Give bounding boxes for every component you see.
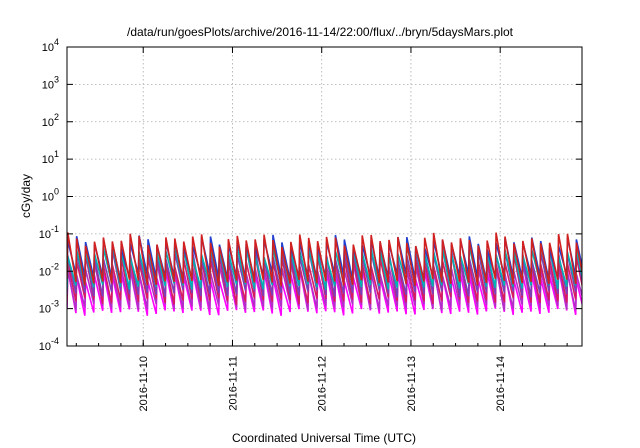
x-tick-label: 2016-11-12 [317, 356, 329, 411]
y-tick-label: 10-4 [39, 336, 59, 353]
y-tick-label: 10-1 [39, 224, 59, 241]
y-tick-label: 10-3 [39, 299, 59, 316]
x-tick-label: 2016-11-14 [495, 356, 507, 411]
series-line [67, 260, 582, 311]
y-tick-exponent: -4 [51, 336, 59, 346]
y-tick-exponent: 1 [54, 149, 59, 159]
y-tick-base: 10 [39, 304, 51, 316]
x-axis: 2016-11-10 2016-11-11 2016-11-12 2016-11-13… [75, 47, 568, 411]
y-tick-base: 10 [42, 117, 54, 129]
y-tick-exponent: 0 [54, 187, 59, 197]
y-tick-label: 104 [42, 37, 59, 54]
y-tick-base: 10 [39, 341, 51, 353]
y-tick-exponent: 3 [54, 74, 59, 84]
y-tick-label: 100 [42, 187, 59, 204]
y-tick-base: 10 [39, 229, 51, 241]
y-tick-exponent: -1 [51, 224, 59, 234]
y-axis-label: cGy/day [19, 174, 33, 218]
y-tick-base: 10 [42, 79, 54, 91]
y-tick-base: 10 [39, 266, 51, 278]
x-tick-label: 2016-11-10 [138, 356, 150, 411]
y-tick-label: 10-2 [39, 261, 59, 278]
y-tick-label: 101 [42, 149, 59, 166]
y-tick-label: 103 [42, 74, 59, 91]
series-line [67, 252, 582, 305]
x-tick-label: 2016-11-11 [227, 356, 239, 411]
y-tick-label: 102 [42, 112, 59, 129]
y-tick-exponent: -3 [51, 299, 59, 309]
y-tick-base: 10 [42, 42, 54, 54]
y-tick-base: 10 [42, 192, 54, 204]
y-tick-exponent: 4 [54, 37, 59, 47]
y-tick-base: 10 [42, 154, 54, 166]
x-tick-label: 2016-11-13 [406, 356, 418, 411]
y-tick-exponent: -2 [51, 261, 59, 271]
x-axis-label: Coordinated Universal Time (UTC) [232, 431, 416, 445]
series-line [67, 232, 582, 287]
chart-title: /data/run/goesPlots/archive/2016-11-14/2… [127, 25, 514, 39]
y-tick-exponent: 2 [54, 112, 59, 122]
series-group [67, 232, 582, 316]
